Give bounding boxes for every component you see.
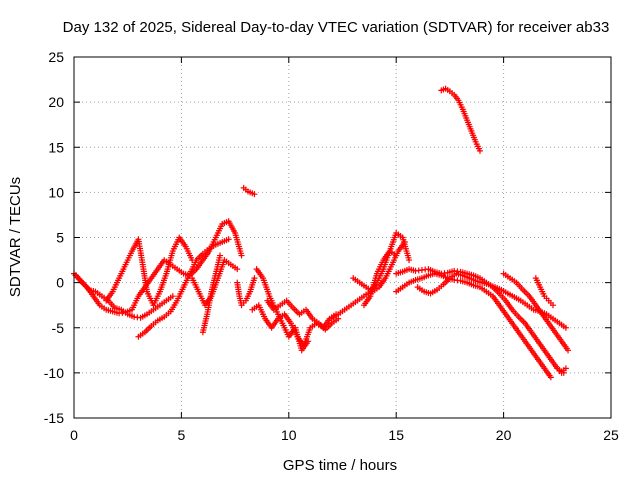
- series-track-l: [328, 229, 413, 322]
- series-track-h: [240, 184, 258, 198]
- series-track-j: [253, 266, 312, 354]
- series-track-c: [103, 234, 196, 309]
- data-marks: [71, 85, 572, 381]
- x-tick-label: 20: [496, 427, 512, 443]
- x-tick-label: 15: [388, 427, 404, 443]
- data-point: [550, 302, 557, 309]
- y-tick-label: 25: [48, 49, 64, 65]
- series-track-t: [554, 365, 569, 376]
- series-track-q: [414, 270, 569, 331]
- data-point: [547, 374, 554, 381]
- y-tick-label: 10: [48, 184, 64, 200]
- series-track-u: [438, 85, 483, 154]
- y-tick-label: -15: [44, 410, 64, 426]
- data-point: [225, 236, 232, 243]
- data-point: [406, 257, 413, 264]
- x-tick-label: 10: [281, 427, 297, 443]
- x-tick-label: 0: [70, 427, 78, 443]
- data-point: [234, 266, 241, 273]
- data-point: [476, 147, 483, 154]
- data-point: [401, 239, 408, 246]
- y-tick-label: -10: [44, 365, 64, 381]
- data-point: [251, 191, 258, 198]
- series-track-s: [532, 275, 557, 309]
- data-point: [217, 252, 224, 259]
- x-tick-label: 25: [603, 427, 619, 443]
- series-track-d: [135, 236, 232, 340]
- data-point: [393, 252, 400, 259]
- data-point: [305, 338, 312, 345]
- chart-title: Day 132 of 2025, Sidereal Day-to-day VTE…: [63, 19, 610, 36]
- y-axis-ticks: -15 -10 -5 0 5 10 15 20 25: [44, 49, 611, 426]
- x-tick-label: 5: [178, 427, 186, 443]
- data-point: [251, 275, 258, 282]
- series-track-r: [500, 270, 572, 354]
- y-tick-label: -5: [52, 320, 65, 336]
- x-axis-ticks: 0 5 10 15 20 25: [70, 57, 619, 443]
- series-track-g: [234, 275, 258, 309]
- y-tick-label: 0: [56, 275, 64, 291]
- series-track-m: [350, 239, 408, 295]
- series-track-k: [264, 297, 342, 333]
- x-axis-label: GPS time / hours: [283, 457, 397, 474]
- y-tick-label: 15: [48, 139, 64, 155]
- data-point: [169, 293, 176, 300]
- data-point: [562, 365, 569, 372]
- data-point: [238, 252, 245, 259]
- series-track-f: [199, 252, 224, 336]
- y-axis-label: SDTVAR / TECUs: [7, 177, 24, 297]
- y-tick-label: 5: [56, 230, 64, 246]
- grid-lines: [74, 57, 611, 418]
- y-tick-label: 20: [48, 94, 64, 110]
- series-track-n: [360, 248, 400, 309]
- data-point: [565, 347, 572, 354]
- data-point: [562, 324, 569, 331]
